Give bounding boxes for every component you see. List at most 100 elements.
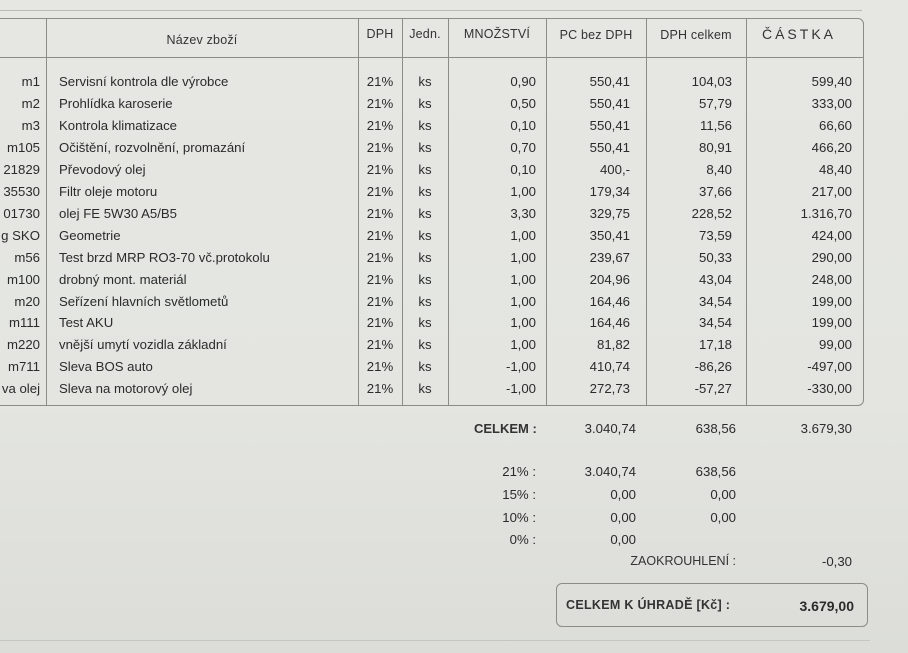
item-vat: 50,33 — [698, 249, 732, 265]
header-dph-celkem: DPH celkem — [660, 28, 732, 42]
total-label: CELKEM K ÚHRADĚ [Kč] : — [566, 598, 731, 612]
item-code: m100 — [7, 271, 40, 287]
total-value: 3.679,00 — [799, 598, 855, 614]
item-amount: 99,00 — [818, 337, 852, 353]
col-divider — [46, 18, 47, 406]
item-amount: 424,00 — [811, 227, 852, 243]
item-unit: ks — [418, 381, 432, 397]
header-dph: DPH — [366, 27, 394, 41]
item-unit: ks — [418, 161, 432, 177]
col-divider — [746, 18, 747, 406]
item-dph: 21% — [366, 227, 394, 243]
item-unit: ks — [418, 315, 432, 331]
item-code: m220 — [7, 337, 40, 353]
item-unit: ks — [418, 271, 432, 287]
item-name: Sleva na motorový olej — [59, 381, 193, 397]
item-unit: ks — [418, 359, 432, 375]
item-price: 164,46 — [589, 293, 630, 309]
rate-label: 0% : — [509, 532, 536, 547]
rounding-label: ZAOKROUHLENÍ : — [630, 554, 736, 568]
item-name: drobný mont. materiál — [59, 271, 187, 287]
item-code: 35530 — [3, 183, 40, 199]
col-divider — [448, 18, 449, 406]
item-price: 550,41 — [589, 95, 630, 111]
item-name: Seřízení hlavních světlometů — [59, 293, 229, 309]
item-name: vnější umytí vozidla základní — [59, 337, 227, 353]
item-unit: ks — [418, 337, 432, 353]
items-table-frame — [0, 18, 864, 406]
item-price: 550,41 — [589, 139, 630, 155]
item-name: Převodový olej — [59, 161, 146, 177]
item-unit: ks — [418, 139, 432, 155]
item-vat: 43,04 — [698, 271, 732, 287]
item-code: m20 — [14, 293, 40, 309]
item-name: Servisní kontrola dle výrobce — [59, 74, 229, 89]
item-code: m2 — [21, 95, 40, 111]
col-divider — [358, 18, 359, 406]
item-price: 329,75 — [589, 205, 630, 221]
total-box — [556, 583, 868, 627]
header-divider — [0, 57, 864, 58]
item-qty: 0,90 — [510, 74, 536, 89]
item-unit: ks — [418, 95, 432, 111]
item-code: m3 — [21, 117, 40, 133]
header-pc-bez-dph: PC bez DPH — [559, 28, 633, 42]
item-vat: 8,40 — [706, 161, 732, 177]
rate-base: 0,00 — [610, 532, 636, 547]
item-vat: -57,27 — [694, 381, 732, 397]
item-price: 239,67 — [589, 249, 630, 265]
item-amount: 290,00 — [811, 249, 852, 265]
celkem-label: CELKEM : — [474, 421, 537, 436]
celkem-base: 3.040,74 — [584, 421, 636, 436]
item-amount: -330,00 — [807, 381, 852, 397]
item-code: m711 — [7, 359, 40, 375]
item-price: 164,46 — [589, 315, 630, 331]
item-qty: 0,50 — [510, 95, 536, 111]
item-name: Sleva BOS auto — [59, 359, 153, 375]
item-amount: 48,40 — [818, 161, 852, 177]
item-qty: 1,00 — [510, 249, 536, 265]
item-amount: 1.316,70 — [800, 205, 852, 221]
item-qty: 3,30 — [510, 205, 536, 221]
item-price: 81,82 — [596, 337, 630, 353]
item-price: 550,41 — [589, 117, 630, 133]
celkem-amount: 3.679,30 — [800, 421, 852, 436]
item-dph: 21% — [366, 249, 394, 265]
item-vat: 11,56 — [699, 117, 732, 133]
item-name: Prohlídka karoserie — [59, 95, 173, 111]
item-qty: 0,70 — [510, 139, 536, 155]
rate-label: 15% : — [502, 487, 536, 502]
item-vat: 34,54 — [698, 315, 732, 331]
item-unit: ks — [418, 227, 432, 243]
item-name: olej FE 5W30 A5/B5 — [59, 205, 178, 221]
item-vat: 57,79 — [698, 95, 732, 111]
item-dph: 21% — [366, 117, 394, 133]
item-dph: 21% — [366, 359, 394, 375]
item-amount: 333,00 — [811, 95, 852, 111]
item-qty: 1,00 — [510, 293, 536, 309]
item-name: Test AKU — [59, 315, 114, 331]
item-vat: 34,54 — [698, 293, 732, 309]
item-qty: 1,00 — [510, 337, 536, 353]
col-divider — [402, 18, 403, 406]
item-unit: ks — [418, 293, 432, 309]
item-unit: ks — [418, 183, 432, 199]
item-dph: 21% — [366, 95, 394, 111]
rate-label: 21% : — [502, 464, 536, 479]
col-divider — [546, 18, 547, 406]
item-vat: 228,52 — [691, 205, 732, 221]
item-unit: ks — [418, 74, 432, 89]
item-code: m105 — [7, 139, 40, 155]
item-vat: -86,26 — [694, 359, 732, 375]
item-name: Kontrola klimatizace — [59, 117, 178, 133]
item-name: Geometrie — [59, 227, 121, 243]
item-vat: 17,18 — [698, 337, 732, 353]
item-amount: 466,20 — [811, 139, 852, 155]
header-mnozstvi: MNOŽSTVÍ — [463, 27, 531, 41]
sheet-edge — [0, 10, 862, 11]
item-qty: -1,00 — [505, 359, 536, 375]
item-dph: 21% — [366, 381, 394, 397]
page-divider — [0, 640, 870, 641]
rate-vat: 0,00 — [710, 487, 736, 502]
item-dph: 21% — [366, 293, 394, 309]
